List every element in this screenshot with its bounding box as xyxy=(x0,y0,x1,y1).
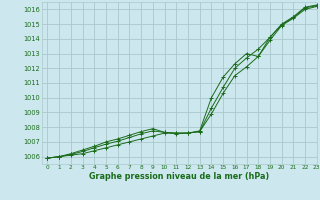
X-axis label: Graphe pression niveau de la mer (hPa): Graphe pression niveau de la mer (hPa) xyxy=(89,172,269,181)
